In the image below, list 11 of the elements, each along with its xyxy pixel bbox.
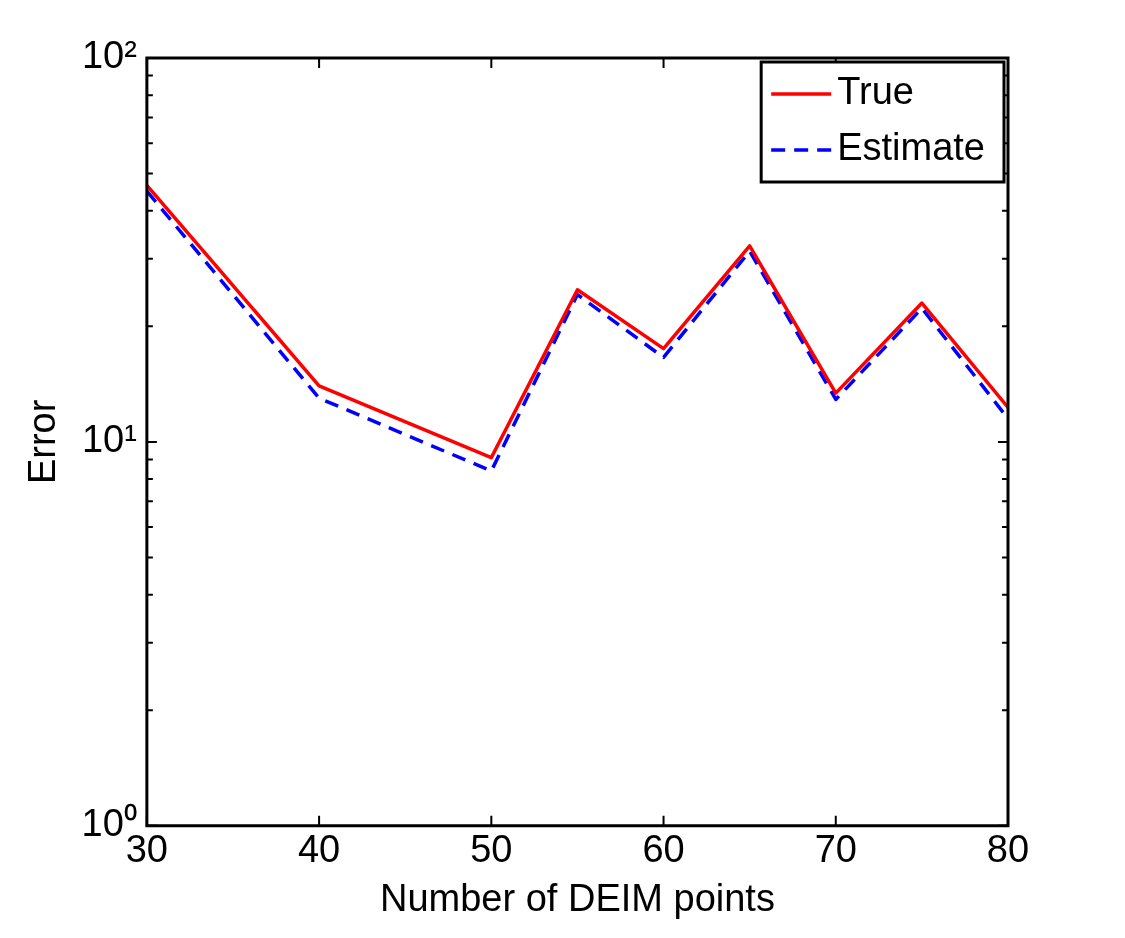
x-tick-label: 40 bbox=[297, 828, 341, 871]
legend-label: Estimate bbox=[837, 126, 985, 169]
x-tick-label: 70 bbox=[814, 828, 857, 871]
y-tick-label: 10¹ bbox=[81, 418, 137, 461]
y-axis-title: Error bbox=[21, 399, 64, 485]
x-axis-title: Number of DEIM points bbox=[379, 876, 775, 919]
x-tick-label: 60 bbox=[642, 828, 685, 871]
y-tick-label: 10² bbox=[81, 34, 137, 77]
x-tick-label: 50 bbox=[470, 828, 513, 871]
x-tick-label: 80 bbox=[986, 828, 1030, 871]
legend-label: True bbox=[837, 70, 914, 113]
